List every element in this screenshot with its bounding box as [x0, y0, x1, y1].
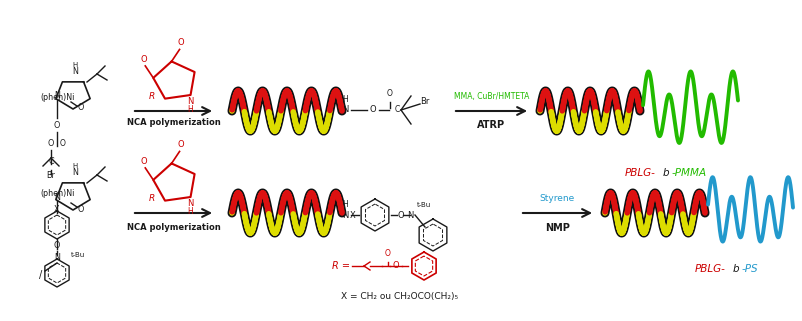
Text: N: N: [54, 193, 60, 202]
Text: O: O: [78, 204, 84, 213]
Text: N: N: [54, 253, 60, 262]
Text: -PMMA: -PMMA: [671, 168, 707, 178]
Text: Br: Br: [419, 97, 429, 106]
Text: b: b: [732, 264, 739, 274]
Text: O: O: [54, 240, 60, 249]
Text: N: N: [342, 106, 348, 115]
Text: H: H: [342, 95, 347, 104]
Text: R: R: [148, 194, 155, 203]
Text: N: N: [187, 199, 193, 208]
Text: O: O: [392, 262, 399, 271]
Text: R =: R =: [331, 261, 350, 271]
Text: O: O: [141, 55, 148, 64]
Text: t-Bu: t-Bu: [416, 202, 431, 208]
Text: NMP: NMP: [545, 223, 569, 233]
Text: O: O: [141, 157, 148, 166]
Text: O: O: [369, 106, 376, 115]
Text: H: H: [188, 105, 193, 114]
Text: PBLG-: PBLG-: [624, 168, 655, 178]
Text: H: H: [342, 200, 347, 209]
Text: ATRP: ATRP: [477, 120, 505, 130]
Text: N: N: [187, 97, 193, 106]
Text: PBLG-: PBLG-: [695, 264, 725, 274]
Text: O: O: [385, 249, 391, 258]
Text: O: O: [387, 89, 392, 98]
Text: MMA, CuBr/HMTETA: MMA, CuBr/HMTETA: [453, 92, 529, 101]
Text: X: X: [350, 211, 355, 220]
Text: H: H: [188, 207, 193, 216]
Text: (phen)Ni: (phen)Ni: [40, 93, 75, 102]
Text: N: N: [72, 168, 78, 177]
Text: H: H: [72, 163, 78, 169]
Text: N: N: [54, 91, 60, 100]
Text: /: /: [39, 270, 43, 280]
Text: O: O: [78, 103, 84, 112]
Text: O: O: [54, 122, 60, 131]
Text: Br: Br: [47, 171, 55, 180]
Text: C: C: [395, 106, 399, 115]
Text: O: O: [177, 141, 184, 150]
Text: O: O: [48, 140, 54, 149]
Text: N: N: [342, 211, 348, 220]
Text: X: X: [55, 205, 59, 214]
Text: t-Bu: t-Bu: [71, 252, 85, 258]
Text: b: b: [662, 168, 669, 178]
Text: C: C: [48, 158, 54, 167]
Text: Styrene: Styrene: [539, 194, 574, 203]
Text: N: N: [407, 211, 413, 220]
Text: R: R: [148, 92, 155, 101]
Text: O: O: [177, 39, 184, 48]
Text: (phen)Ni: (phen)Ni: [40, 188, 75, 197]
Text: X = CH₂ ou CH₂OCO(CH₂)₅: X = CH₂ ou CH₂OCO(CH₂)₅: [341, 292, 458, 301]
Text: NCA polymerization: NCA polymerization: [127, 223, 220, 232]
Text: O: O: [60, 140, 66, 149]
Text: N: N: [72, 67, 78, 76]
Text: O: O: [397, 211, 404, 220]
Text: NCA polymerization: NCA polymerization: [127, 118, 220, 127]
Text: -PS: -PS: [741, 264, 758, 274]
Text: H: H: [72, 62, 78, 68]
